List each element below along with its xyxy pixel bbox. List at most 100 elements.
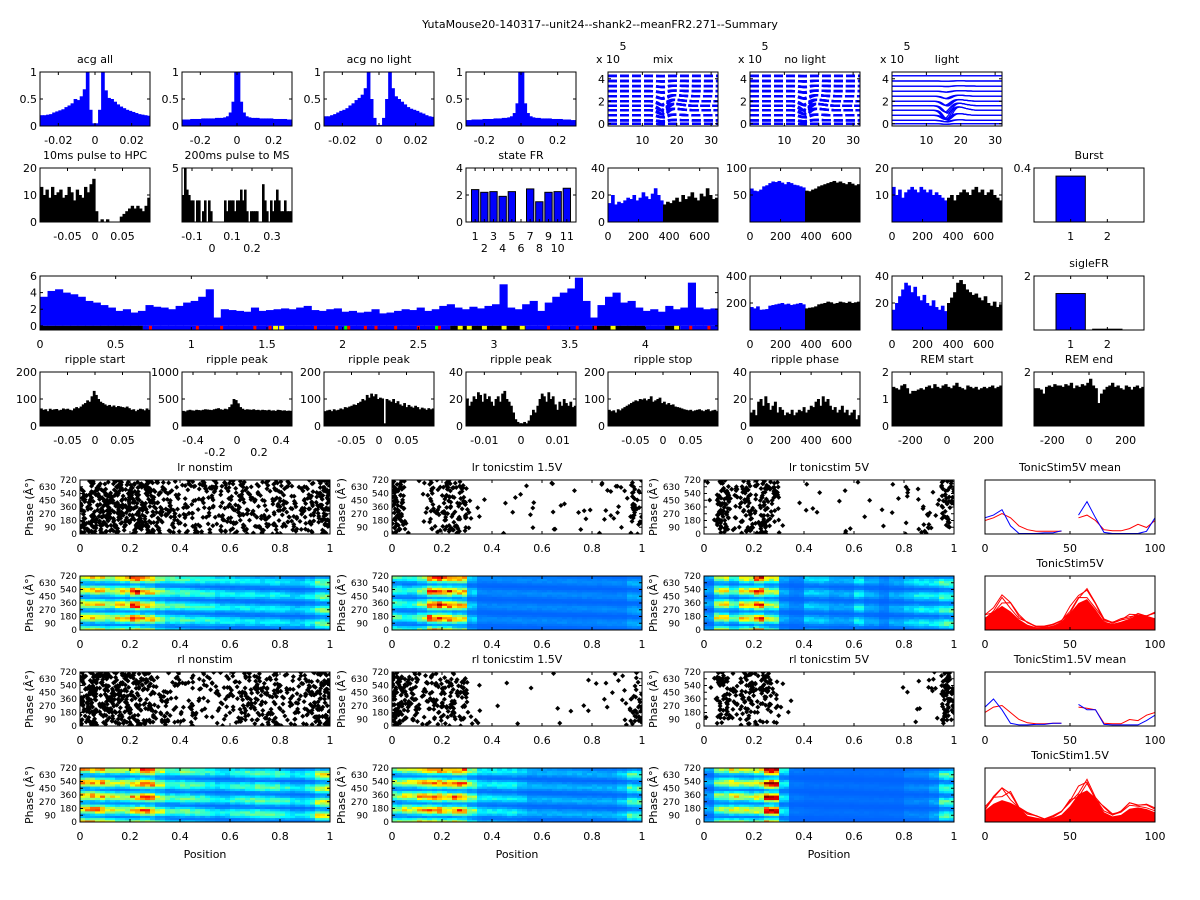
x-tick-label: 20 (812, 134, 826, 147)
spike-marker (446, 480, 452, 484)
heatmap-cell (270, 596, 276, 600)
x-tick-label: 600 (831, 338, 852, 351)
histogram-bar (911, 390, 915, 426)
spike-marker (424, 505, 430, 511)
spike-marker (440, 523, 446, 529)
histogram-bar (215, 117, 219, 126)
heatmap-cell (135, 600, 141, 604)
heatmap-cell (115, 603, 121, 606)
heatmap-cell (305, 616, 311, 620)
histogram-bar (454, 307, 463, 326)
heatmap-cell (412, 589, 418, 593)
spike-marker (441, 500, 447, 506)
spike-marker (399, 513, 405, 519)
heatmap-cell (305, 587, 311, 591)
histogram-bar (1122, 389, 1126, 426)
heatmap-cell (210, 596, 216, 600)
histogram-bar (956, 195, 960, 222)
heatmap-cell (285, 618, 291, 622)
histogram-bar (828, 405, 832, 426)
panel-title: ripple start (65, 353, 126, 366)
heatmap-cell (200, 600, 206, 604)
heatmap-cell (437, 589, 443, 593)
heatmap-cell (407, 621, 413, 624)
histogram-bar (705, 188, 710, 222)
heatmap-cell (200, 578, 206, 582)
histogram-bar (62, 197, 66, 222)
histogram-bar (941, 385, 945, 426)
plot-area (750, 74, 860, 126)
heatmap-cell (417, 607, 423, 611)
heatmap-cell (412, 587, 418, 591)
histogram-bar (499, 401, 502, 426)
spike-marker (481, 497, 487, 503)
heatmap-cell (310, 618, 316, 622)
heatmap-cell (290, 585, 296, 588)
x-tick-label: 0 (889, 338, 896, 351)
heatmap-cell (260, 627, 266, 630)
y-tick-label: 40 (875, 270, 889, 283)
spike-marker (810, 505, 816, 511)
spike-marker (454, 523, 460, 529)
y-tick-label: 540 (372, 490, 389, 500)
y-tick-label: 0 (456, 216, 463, 229)
heatmap-cell (432, 614, 438, 618)
heatmap-cell (155, 591, 161, 595)
histogram-bar (496, 118, 500, 126)
histogram-bar (139, 208, 143, 222)
histogram-bar (992, 301, 997, 330)
heatmap-cell (105, 596, 111, 600)
x-tick-label: 600 (973, 338, 994, 351)
spike-marker (311, 518, 317, 524)
heatmap-cell (165, 594, 171, 597)
spike-marker (136, 492, 142, 498)
heatmap-cell (402, 614, 408, 618)
heatmap-cell (120, 582, 126, 586)
histogram-bar (1075, 385, 1079, 426)
heatmap-cell (80, 596, 86, 600)
x-tick-label: 3.5 (561, 338, 579, 351)
spike-marker (209, 493, 215, 499)
histogram-bar (42, 409, 45, 426)
heatmap-cell (150, 585, 156, 588)
spike-marker (189, 515, 195, 521)
plot-area (466, 72, 576, 126)
histogram-bar (1045, 386, 1049, 426)
spike-marker (155, 515, 161, 521)
x-tick-label: 11 (560, 230, 574, 243)
histogram-bar (690, 192, 695, 222)
heatmap-cell (120, 605, 126, 609)
spike-marker (725, 484, 731, 490)
heatmap-cell (280, 618, 286, 622)
heatmap-cell (95, 598, 101, 602)
heatmap-cell (110, 603, 116, 606)
histogram-bar (85, 300, 94, 326)
spike-marker (451, 519, 457, 525)
x-tick-label: 0 (747, 338, 754, 351)
heatmap-cell (140, 616, 146, 620)
spike-marker (714, 492, 720, 498)
histogram-bar (549, 399, 553, 426)
heatmap-cell (270, 612, 276, 615)
heatmap-cell (115, 585, 121, 588)
heatmap-cell (412, 616, 418, 620)
heatmap-cell (310, 616, 316, 620)
histogram-bar (245, 409, 249, 426)
x-tick-label: 200 (628, 230, 649, 243)
heatmap-cell (100, 596, 106, 600)
x-tick-label: 50 (1063, 542, 1077, 555)
spike-marker (102, 490, 108, 496)
heatmap-cell (235, 598, 241, 602)
histogram-bar (212, 409, 216, 426)
spike-marker (457, 501, 463, 507)
spike-marker (317, 484, 323, 490)
x-tick-label: 30 (704, 134, 718, 147)
histogram-bar (547, 392, 551, 426)
x-tick-label: 0.8 (583, 542, 601, 555)
plot-area (182, 168, 292, 222)
spike-marker (558, 503, 564, 509)
spike-marker (228, 497, 234, 503)
histogram-bar (235, 310, 244, 326)
x-tick-label: 0.2 (265, 134, 283, 147)
